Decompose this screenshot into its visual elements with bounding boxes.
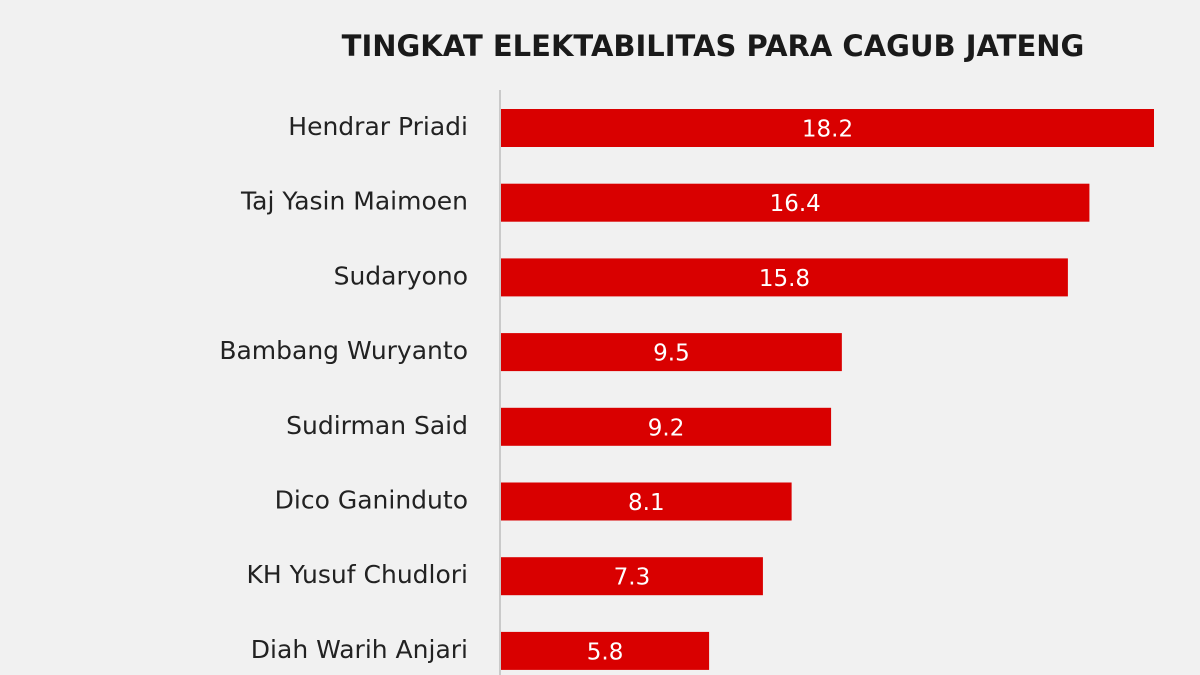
category-label: Bambang Wuryanto [219, 336, 468, 365]
bar [501, 407, 832, 446]
value-label: 8.1 [628, 490, 665, 516]
value-label: 16.4 [770, 191, 821, 217]
chart-title: TINGKAT ELEKTABILITAS PARA CAGUB JATENG [342, 29, 1085, 63]
value-label: 5.8 [587, 639, 624, 665]
value-label: 15.8 [759, 266, 810, 292]
value-label: 7.3 [614, 565, 651, 591]
category-label: Sudaryono [334, 261, 468, 290]
category-label: Dico Ganinduto [275, 486, 468, 515]
category-label: Hendrar Priadi [288, 112, 468, 141]
value-label: 9.2 [648, 415, 685, 441]
value-label: 18.2 [802, 117, 853, 143]
bar [501, 557, 763, 596]
category-label: Taj Yasin Maimoen [240, 187, 468, 216]
bar [501, 183, 1090, 222]
bar [501, 631, 710, 670]
bar [501, 482, 792, 521]
category-label: Sudirman Said [286, 411, 468, 440]
value-label: 9.5 [653, 341, 690, 367]
bar [501, 109, 1154, 147]
category-label: KH Yusuf Chudlori [247, 560, 468, 589]
bar [501, 333, 842, 372]
bar [501, 258, 1068, 297]
category-label: Diah Warih Anjari [251, 635, 468, 664]
